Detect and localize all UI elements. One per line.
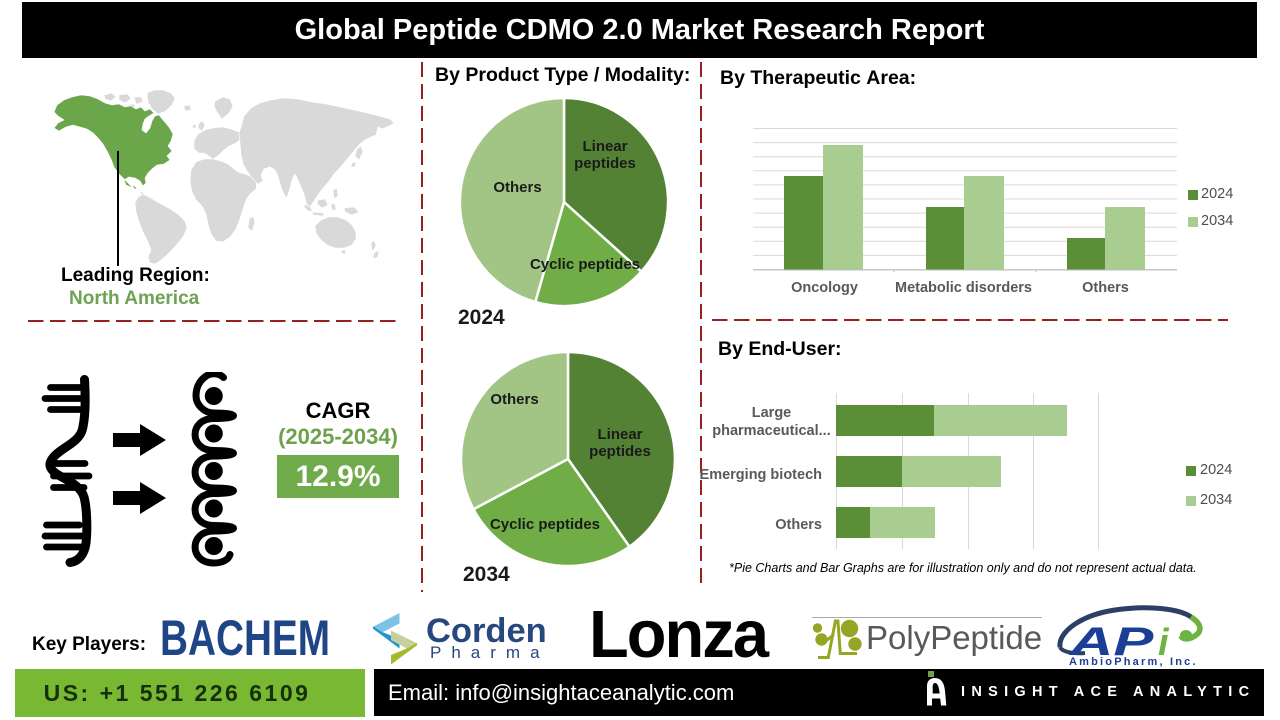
- svg-text:AmbioPharm, Inc.: AmbioPharm, Inc.: [1069, 656, 1198, 667]
- svg-text:i: i: [1158, 622, 1170, 664]
- svg-text:AP: AP: [1068, 619, 1155, 664]
